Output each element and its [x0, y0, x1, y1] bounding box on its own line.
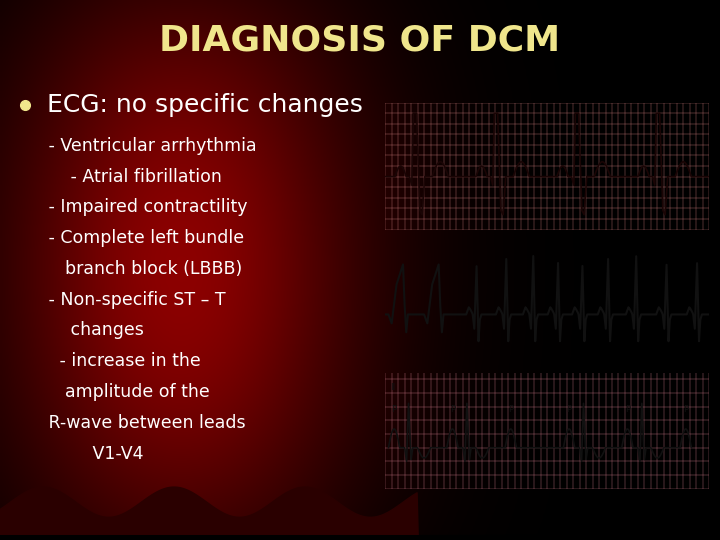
Text: - Ventricular arrhythmia: - Ventricular arrhythmia [43, 137, 257, 155]
Text: P: P [625, 404, 630, 414]
Text: amplitude of the: amplitude of the [43, 383, 210, 401]
Text: P: P [392, 404, 397, 414]
Text: changes: changes [43, 321, 144, 340]
Text: - Non-specific ST – T: - Non-specific ST – T [43, 291, 226, 309]
Text: - Impaired contractility: - Impaired contractility [43, 198, 248, 217]
Text: P: P [450, 404, 455, 414]
Text: P: P [683, 404, 688, 414]
Text: - increase in the: - increase in the [43, 352, 201, 370]
Text: V1-V4: V1-V4 [43, 444, 144, 463]
Text: P: P [508, 404, 513, 414]
Text: branch block (LBBB): branch block (LBBB) [43, 260, 243, 278]
Text: R-wave between leads: R-wave between leads [43, 414, 246, 432]
Text: P: P [567, 404, 572, 414]
Text: ECG: no specific changes: ECG: no specific changes [47, 93, 363, 117]
Text: DIAGNOSIS OF DCM: DIAGNOSIS OF DCM [159, 24, 561, 57]
Text: - Atrial fibrillation: - Atrial fibrillation [43, 167, 222, 186]
Text: II: II [390, 383, 395, 392]
Text: - Complete left bundle: - Complete left bundle [43, 229, 244, 247]
